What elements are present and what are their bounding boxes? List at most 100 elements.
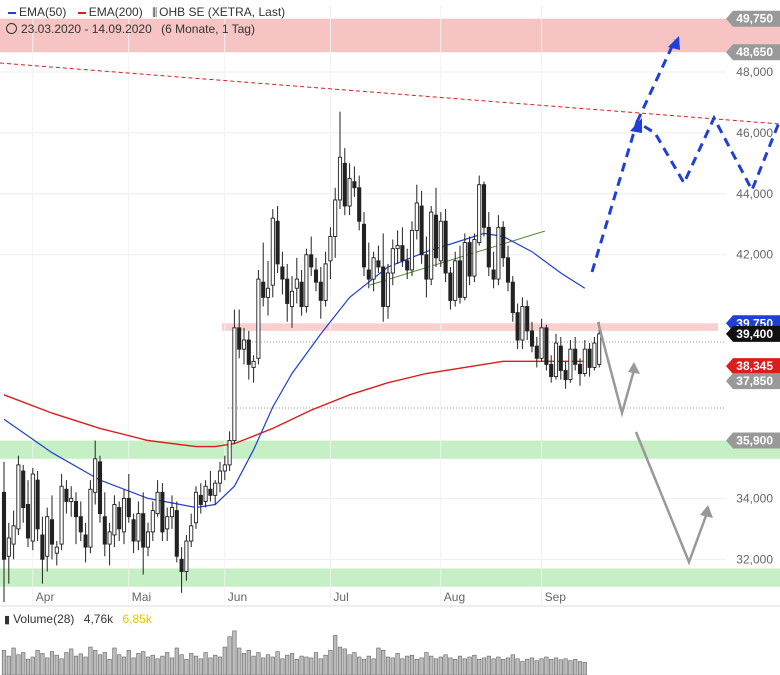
candle-body: [270, 217, 275, 286]
candle-body: [525, 306, 530, 332]
candle-body: [304, 254, 309, 307]
volume-bar: [294, 658, 299, 675]
volume-bar: [371, 658, 376, 675]
volume-bar: [366, 655, 371, 675]
candle-body: [352, 181, 357, 189]
volume-bar: [21, 652, 26, 675]
candle-body: [299, 281, 304, 307]
candle-body: [395, 245, 400, 250]
candle-body: [400, 245, 405, 262]
volume-bar: [553, 657, 559, 675]
volume-bar: [49, 651, 55, 675]
volume-bar: [429, 655, 434, 675]
volume-bar: [69, 648, 74, 675]
candle-body: [265, 287, 271, 298]
candle-body: [117, 507, 122, 530]
candle-body: [505, 257, 511, 283]
volume-bar: [337, 646, 343, 675]
volume-bar: [333, 635, 338, 675]
volume-bar: [433, 658, 439, 675]
price-tag: [726, 373, 780, 390]
volume-bar: [505, 657, 511, 675]
resistance-trendline: [0, 62, 780, 125]
volume-bar: [318, 658, 323, 675]
volume-bar: [342, 648, 347, 675]
candle-body: [405, 260, 410, 271]
gray-projection-path: [634, 431, 709, 566]
candle-body: [573, 348, 578, 365]
volume-bar: [193, 655, 199, 675]
period-label: (6 Monate, 1 Tag): [161, 22, 255, 36]
volume-bar: [25, 658, 31, 675]
volume-bar: [568, 660, 573, 675]
candle-body: [467, 242, 472, 277]
candle-body: [592, 342, 597, 368]
zone-band: [222, 323, 718, 331]
volume-bar: [501, 658, 506, 675]
candle-body: [285, 278, 290, 304]
volume-bar: [237, 647, 242, 675]
volume-bar: [189, 653, 194, 675]
volume-bar: [515, 658, 520, 675]
zone-band: [0, 440, 780, 459]
candle-body: [333, 199, 338, 237]
volume-bar: [357, 656, 362, 675]
candle-body: [409, 229, 415, 271]
volume-bar: [496, 656, 501, 675]
candle-body: [208, 488, 213, 496]
volume-bar: [405, 655, 410, 675]
volume-bar: [73, 655, 79, 675]
volume-bar: [227, 636, 232, 675]
candle-body: [582, 348, 587, 374]
candle-body: [433, 214, 439, 259]
volume-bar: [198, 658, 203, 675]
candle-body: [385, 272, 391, 307]
candle-body: [366, 269, 371, 280]
volume-bar: [275, 651, 280, 675]
price-tag-label: 37,850: [736, 374, 773, 388]
candle-body: [313, 269, 319, 283]
candle-body: [448, 272, 453, 301]
volume-bar: [131, 657, 136, 675]
volume-bar: [582, 662, 587, 675]
x-tick-label: Apr: [36, 590, 55, 604]
volume-bar: [510, 654, 515, 675]
volume-bar: [280, 658, 285, 675]
candle-body: [501, 226, 506, 259]
price-tag-label: 39,400: [736, 327, 773, 341]
volume-bar: [361, 658, 367, 675]
candle-body: [78, 516, 83, 533]
price-tag-label: 35,900: [736, 434, 773, 448]
candle-body: [35, 479, 40, 530]
date-range: 23.03.2020 - 14.09.2020: [21, 22, 152, 36]
candle-body: [496, 226, 501, 280]
candle-body: [198, 494, 203, 505]
volume-bar: [558, 659, 563, 675]
candle-body: [6, 537, 11, 557]
candle-body: [145, 531, 151, 548]
candle-body: [217, 470, 223, 484]
volume-bar: [169, 657, 175, 675]
volume-bar: [443, 654, 448, 675]
y-tick-label: 46,000: [736, 126, 773, 140]
volume-bar: [414, 658, 419, 675]
blue-arrowhead: [630, 118, 642, 133]
volume-bar: [261, 657, 266, 675]
gray-arrowhead: [628, 362, 640, 374]
volume-bar: [97, 654, 103, 675]
candle-body: [102, 516, 107, 545]
candle-body: [45, 516, 50, 557]
candle-body: [597, 333, 602, 365]
price-tag-label: 48,650: [736, 45, 773, 59]
volume-value-2: 6,85k: [122, 612, 152, 626]
support-trendline: [369, 230, 546, 286]
candle-body: [141, 513, 146, 548]
volume-bar: [481, 657, 487, 675]
x-tick-label: Mai: [132, 590, 151, 604]
volume-bar: [155, 658, 160, 675]
volume-legend: ▮ Volume(28) 4,76k 6,85k: [4, 612, 152, 626]
volume-bar: [145, 656, 151, 675]
price-tag: [726, 44, 780, 61]
candle-body: [1, 491, 7, 560]
volume-bar: [453, 658, 458, 675]
